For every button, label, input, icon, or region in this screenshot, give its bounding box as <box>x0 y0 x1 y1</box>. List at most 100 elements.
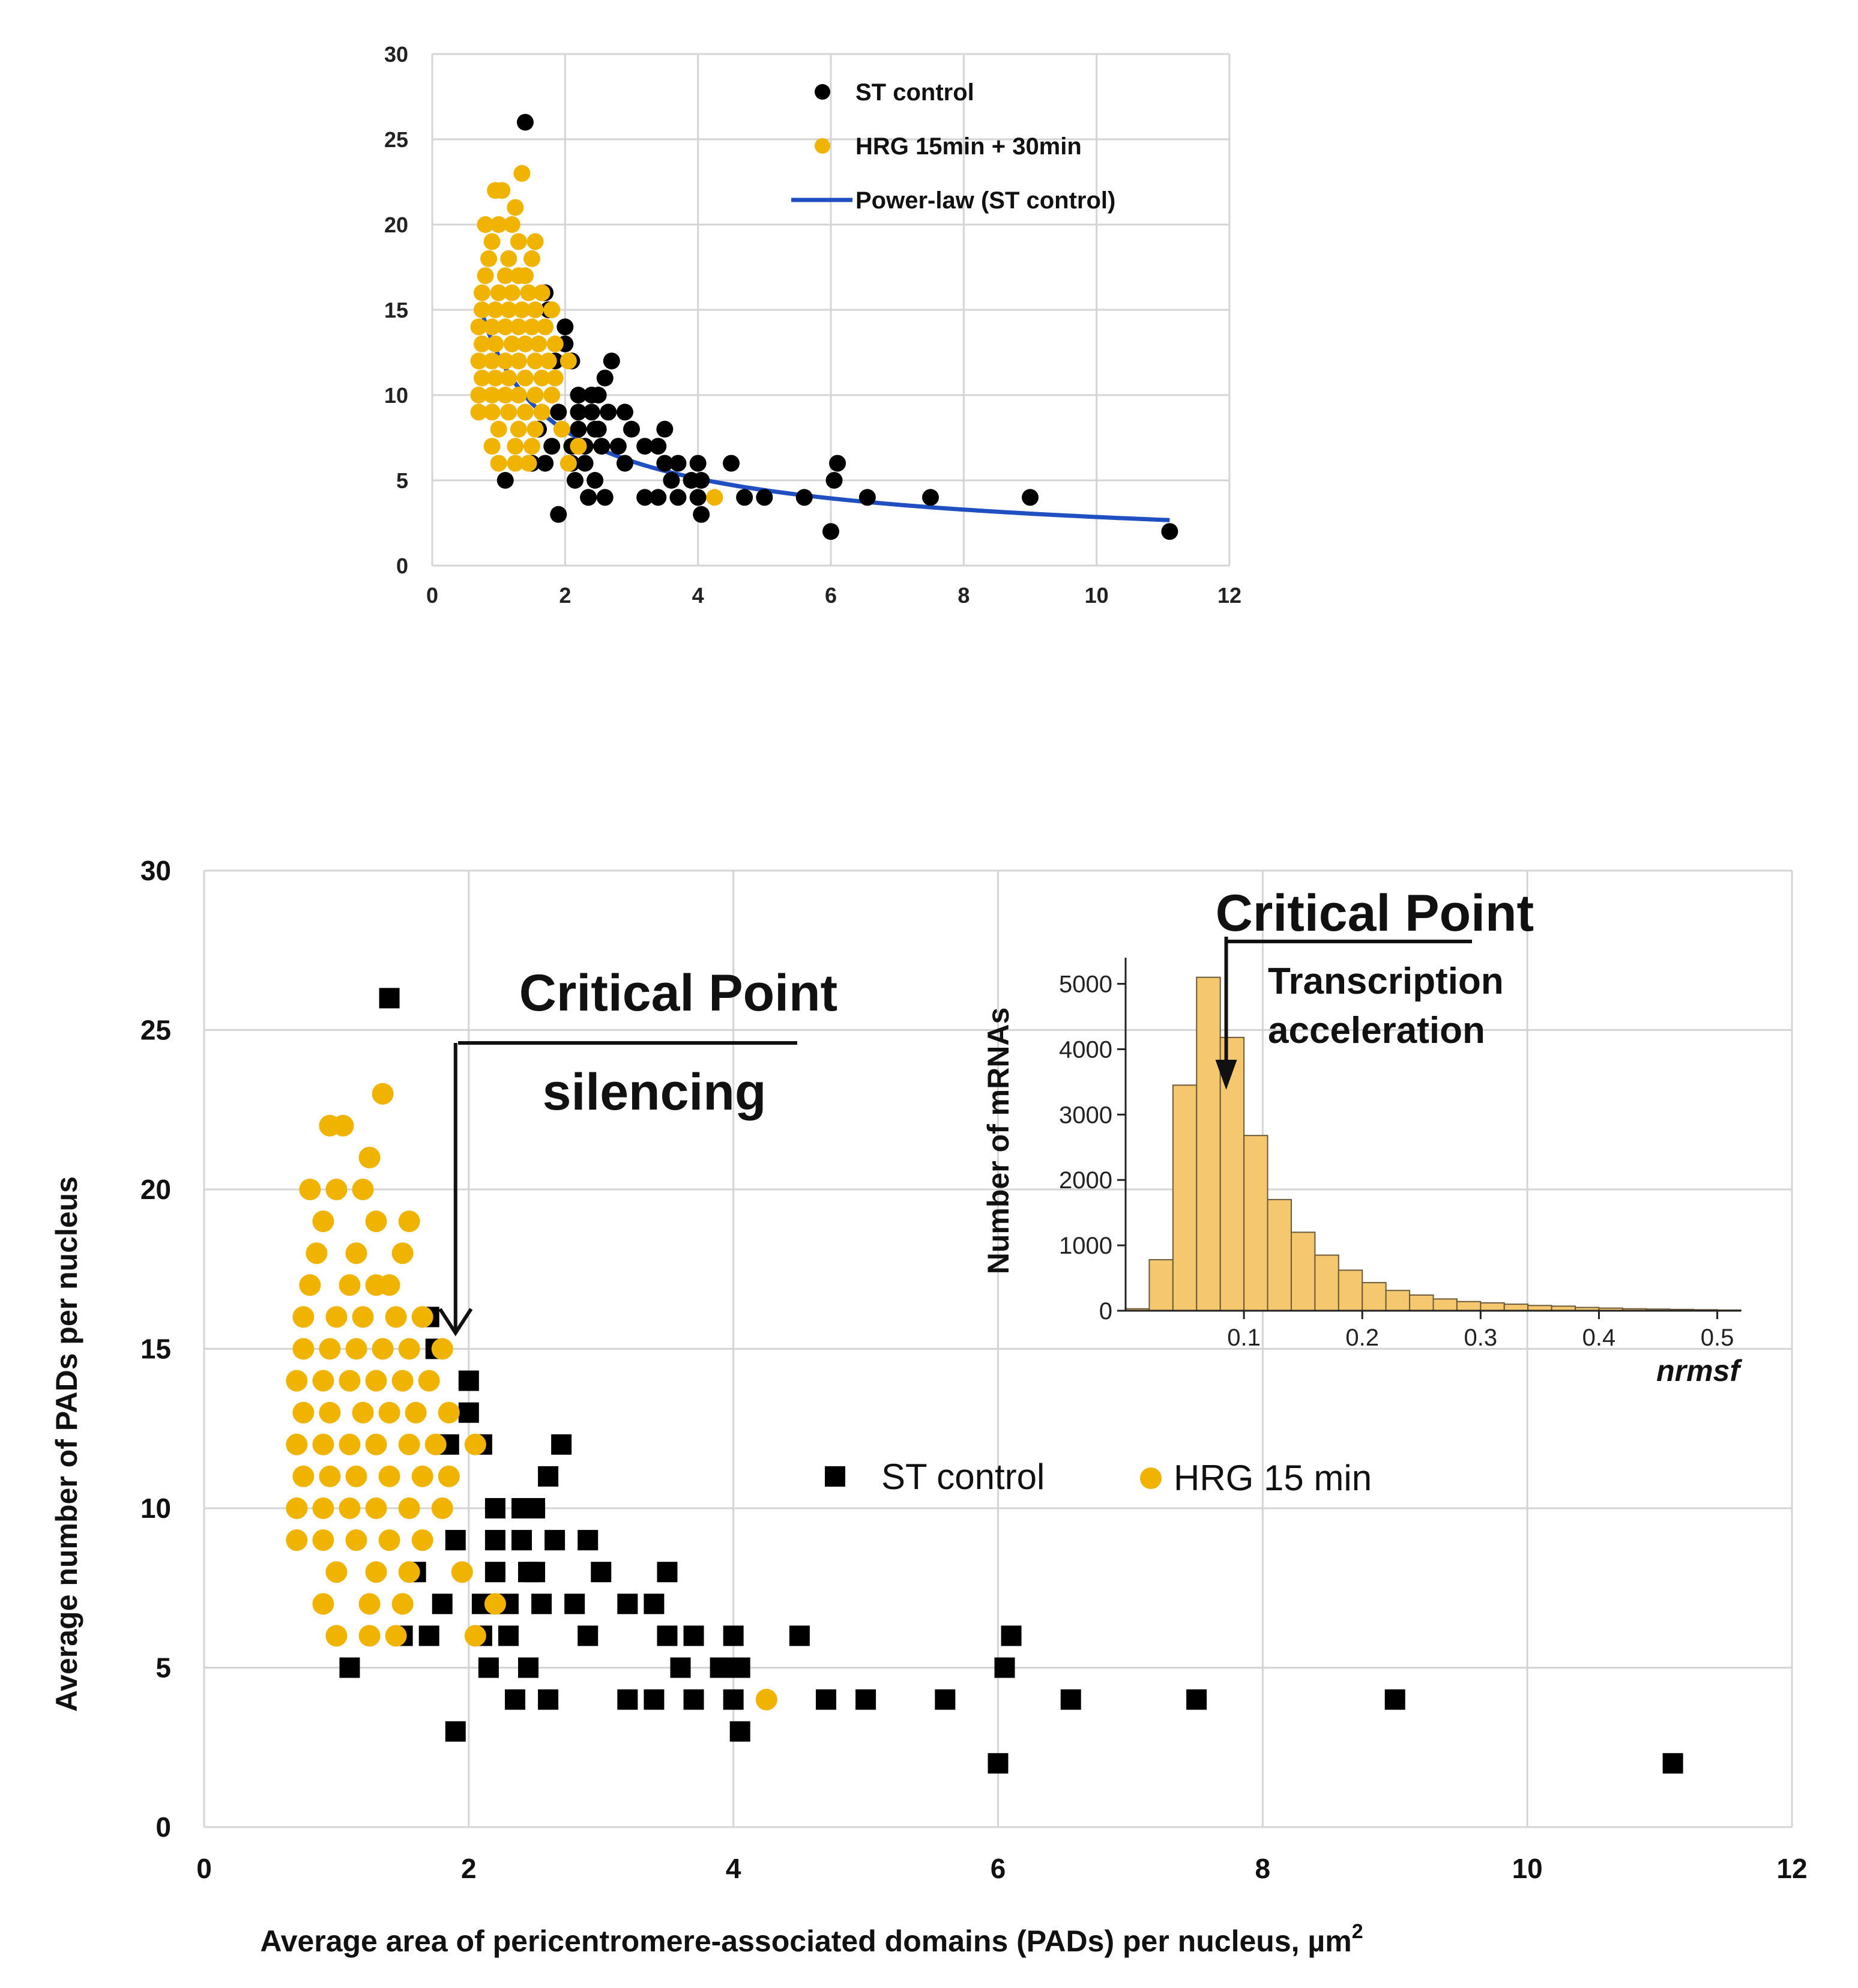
hrg-point <box>510 233 527 250</box>
st-control-square <box>723 1625 744 1646</box>
st-control-point <box>570 403 587 421</box>
bottom-gridlines <box>203 869 1793 1828</box>
hrg-point <box>503 335 520 352</box>
st-control-point <box>689 489 707 506</box>
legend-marker-st-control <box>815 84 830 100</box>
st-control-point <box>596 489 614 506</box>
hrg-point <box>526 301 544 318</box>
st-control-point <box>603 352 620 370</box>
bottom-y-tick-label: 25 <box>140 1015 171 1046</box>
hrg-point <box>516 335 534 352</box>
hrg-circle <box>332 1114 354 1137</box>
bottom-y-tick-label: 5 <box>155 1652 171 1684</box>
inset-y-tick-label: 1000 <box>1059 1233 1112 1259</box>
st-control-square <box>855 1689 876 1710</box>
hrg-circle <box>411 1306 433 1328</box>
st-control-point <box>583 403 600 421</box>
st-control-point <box>693 506 710 523</box>
st-control-point <box>593 438 611 455</box>
hrg-point <box>553 420 570 438</box>
hrg-point <box>487 335 504 352</box>
hrg-circle <box>352 1306 374 1328</box>
st-control-square <box>418 1625 439 1646</box>
hrg-point <box>490 216 507 233</box>
st-control-point <box>669 489 687 506</box>
st-control-square <box>988 1753 1009 1774</box>
st-control-point <box>723 455 740 472</box>
hrg-circle <box>358 1625 381 1647</box>
st-control-point <box>570 387 587 403</box>
hrg-point <box>490 284 507 301</box>
st-control-square <box>789 1625 810 1646</box>
critical-point-annotation: Critical Point silencing <box>438 964 837 1337</box>
hrg-point <box>490 455 507 472</box>
st-control-point <box>543 438 561 455</box>
histogram-bar <box>1290 1231 1316 1311</box>
bottom-y-tick-label: 0 <box>155 1811 171 1843</box>
hrg-circle <box>325 1561 348 1583</box>
st-control-square <box>511 1530 532 1551</box>
hrg-circle <box>378 1401 400 1424</box>
bottom-x-tick-label: 8 <box>1255 1853 1271 1884</box>
st-control-point <box>550 403 567 421</box>
silencing-arrow-head <box>438 1308 473 1337</box>
st-control-square <box>445 1721 466 1742</box>
st-control-square <box>815 1689 836 1710</box>
st-control-square <box>525 1498 546 1518</box>
hrg-circle <box>286 1370 308 1392</box>
st-control-point <box>693 472 710 489</box>
hrg-circle <box>431 1338 453 1360</box>
st-control-square <box>504 1689 525 1710</box>
hrg-point <box>516 403 534 421</box>
st-control-point <box>587 472 604 489</box>
st-control-square <box>458 1370 479 1391</box>
top-y-tick-label: 0 <box>396 554 408 578</box>
hrg-circle <box>292 1306 315 1328</box>
hrg-circle <box>319 1465 341 1487</box>
hrg-point <box>510 267 527 285</box>
hrg-circle <box>339 1274 361 1296</box>
st-control-square <box>729 1721 750 1742</box>
st-control-square <box>538 1689 559 1710</box>
hrg-point <box>500 403 517 421</box>
hrg-circle <box>391 1370 414 1392</box>
hrg-point <box>570 438 587 455</box>
hrg-point <box>523 438 540 455</box>
hrg-point <box>513 165 531 182</box>
st-control-square <box>564 1594 585 1615</box>
histogram-bar <box>1409 1294 1434 1312</box>
st-control-square <box>518 1562 539 1583</box>
st-control-square <box>710 1657 731 1678</box>
hrg-circle <box>292 1401 315 1424</box>
bottom-legend: ST control HRG 15 min <box>825 1457 1372 1498</box>
bottom-y-tick-label: 15 <box>140 1334 171 1365</box>
bottom-x-tick-label: 6 <box>991 1853 1006 1884</box>
st-control-square <box>538 1466 559 1487</box>
top-gridlines <box>431 53 1231 567</box>
histogram-bar <box>1243 1135 1268 1311</box>
hrg-circle <box>339 1433 361 1455</box>
st-control-point <box>576 455 594 472</box>
legend-marker-st-control-square <box>825 1466 845 1487</box>
st-control-point <box>580 489 597 506</box>
hrg-point <box>496 267 514 285</box>
histogram-bar <box>1196 976 1221 1311</box>
st-control-point <box>656 420 674 438</box>
st-control-square <box>723 1689 744 1710</box>
st-control-point <box>1022 489 1039 506</box>
inset-x-tick-label: 0.3 <box>1464 1325 1498 1351</box>
critical-point-label: Critical Point <box>519 964 837 1022</box>
hrg-circle <box>325 1306 348 1328</box>
hrg-point <box>537 318 554 336</box>
st-control-square <box>484 1498 505 1518</box>
top-x-tick-label: 8 <box>958 583 970 608</box>
hrg-circle <box>365 1433 387 1455</box>
st-control-square <box>578 1530 599 1551</box>
top-y-tick-label: 20 <box>384 213 408 237</box>
hrg-point <box>483 352 501 370</box>
hrg-point <box>500 250 517 267</box>
st-control-square <box>1662 1753 1683 1774</box>
hrg-point <box>496 318 514 336</box>
inset-y-tick-label: 4000 <box>1059 1036 1112 1063</box>
top-y-tick-label: 25 <box>384 127 408 152</box>
